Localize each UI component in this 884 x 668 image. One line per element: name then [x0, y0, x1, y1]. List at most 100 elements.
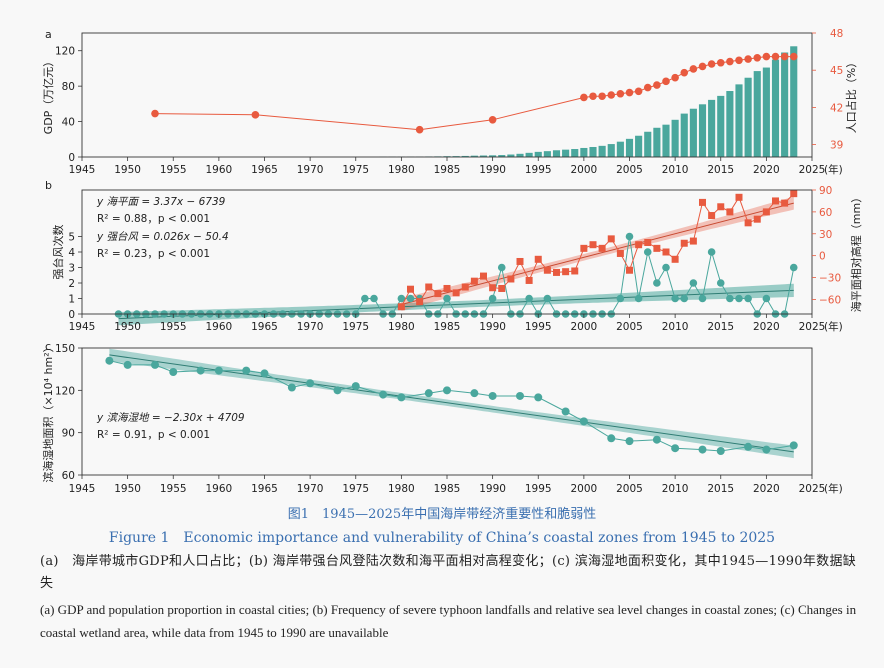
typhoon-point: [616, 294, 625, 303]
panel-c-x-tick-label: 2020: [753, 483, 780, 495]
typhoon-point: [689, 279, 698, 287]
sea-level-point: [443, 284, 451, 292]
wetland-point: [470, 389, 479, 398]
population-point: [634, 87, 643, 96]
wetland-point: [105, 356, 114, 365]
wetland-point: [333, 386, 342, 395]
panel-b-x-tick-label: 1955: [160, 321, 187, 333]
panel-b-y-axis-label: 强台风次数: [51, 225, 65, 280]
sea-level-point: [461, 283, 469, 291]
wetland-point: [306, 379, 315, 388]
gdp-bar: [790, 46, 798, 157]
panel-a-x-tick-label: 1970: [297, 164, 324, 176]
wetland-equation: y 滨海湿地 = −2.30x + 4709: [96, 412, 245, 424]
gdp-bar: [498, 155, 506, 157]
wetland-point: [534, 393, 543, 402]
panel-a-x-tick-label: 1975: [342, 164, 369, 176]
gdp-bar: [580, 147, 588, 157]
panel-b-y-tick-label: 0: [68, 309, 75, 321]
sea-level-point: [489, 284, 497, 292]
typhoon-point: [662, 263, 670, 272]
panel-b-y2-tick-label: 60: [819, 207, 832, 219]
population-point: [251, 111, 260, 119]
sea-level-point: [735, 193, 743, 201]
panel-c-x-tick-label: 1980: [388, 483, 415, 495]
gdp-bar: [717, 95, 725, 157]
wetland-point: [196, 366, 205, 375]
sea-level-point: [680, 239, 688, 247]
panel-a-x-tick-label: 1950: [114, 164, 141, 176]
panel-a-x-tick-label: 2025: [799, 164, 826, 176]
panel-b-x-tick-label: 1995: [525, 321, 552, 333]
panel-b-x-tick-label: 2010: [662, 321, 689, 333]
typhoon-point: [735, 294, 743, 303]
population-point: [735, 56, 743, 65]
typhoon-equation: y 强台风 = 0.026x − 50.4: [96, 231, 229, 243]
panel-b-x-tick-label: 2005: [616, 321, 643, 333]
gdp-bar: [644, 131, 652, 157]
gdp-bar: [653, 127, 661, 157]
gdp-bar: [571, 149, 579, 157]
panel-b-y2-tick-label: 0: [819, 251, 826, 263]
panel-b-x-tick-label: 2015: [707, 321, 734, 333]
typhoon-point: [707, 248, 716, 256]
sea-level-point: [753, 215, 761, 223]
wetland-point: [443, 386, 451, 395]
sea-level-point: [562, 268, 570, 276]
typhoon-point: [671, 294, 679, 303]
wetland-point: [698, 445, 707, 454]
typhoon-point: [643, 248, 652, 256]
panel-b-x-tick-label: 1975: [342, 321, 369, 333]
panel-a-y2-tick-label: 45: [830, 65, 843, 77]
typhoon-point: [698, 294, 707, 303]
panel-b-x-tick-label: 2025: [799, 321, 826, 333]
panel-a-x-tick-label: 1945: [69, 164, 96, 176]
panel-a-x-tick-label: 1960: [206, 164, 233, 176]
sea-level-point: [507, 275, 515, 283]
panel-c-y-tick-label: 150: [55, 343, 75, 355]
wetland-point: [488, 391, 497, 400]
panel-b-x-tick-label: 1965: [251, 321, 278, 333]
sea-level-point: [616, 249, 624, 257]
panel-a-x-tick-label: 2000: [571, 164, 598, 176]
panel-b-y2-tick-label: −30: [819, 273, 841, 285]
population-point: [488, 116, 497, 124]
typhoon-point: [370, 294, 378, 303]
panel-b-y2-tick-label: 30: [819, 229, 832, 241]
gdp-bar: [689, 108, 697, 157]
sea-level-point: [434, 290, 442, 298]
sea-level-point: [644, 239, 652, 247]
population-point: [580, 93, 588, 102]
panel-a-x-tick-label: 1995: [525, 164, 552, 176]
wetland-point: [260, 369, 269, 378]
wetland-point: [716, 447, 725, 456]
population-point: [616, 89, 625, 98]
panel-a-y-tick-label: 0: [68, 152, 75, 164]
panel-b-x-tick-label: 1960: [206, 321, 233, 333]
sea-level-point: [772, 197, 779, 205]
panel-a-x-tick-label: 1985: [434, 164, 461, 176]
gdp-bar: [781, 52, 789, 157]
typhoon-point: [789, 263, 798, 272]
population-line: [154, 56, 794, 131]
panel-a-x-tick-label: 2005: [616, 164, 643, 176]
population-point: [689, 65, 698, 73]
typhoon-point: [634, 294, 643, 303]
sea-level-point: [708, 212, 716, 220]
figure-caption-title-zh: 图1 1945—2025年中国海岸带经济重要性和脆弱性: [287, 507, 597, 522]
sea-level-point: [607, 235, 615, 243]
wetland-point: [242, 366, 251, 375]
wetland-point: [561, 407, 570, 416]
panel-a-y2-tick-label: 39: [830, 140, 843, 152]
panel-a-x-tick-label: 1965: [251, 164, 278, 176]
panel-b-letter: b: [45, 179, 52, 192]
gdp-bar: [607, 144, 615, 157]
panel-a-y2-tick-label: 42: [830, 102, 843, 114]
wetland-point: [169, 367, 178, 376]
wetland-point: [151, 360, 159, 369]
typhoon-point: [716, 279, 725, 287]
wetland-point: [123, 360, 132, 369]
panel-b-y2-tick-label: 90: [819, 185, 832, 197]
gdp-bar: [479, 155, 488, 157]
